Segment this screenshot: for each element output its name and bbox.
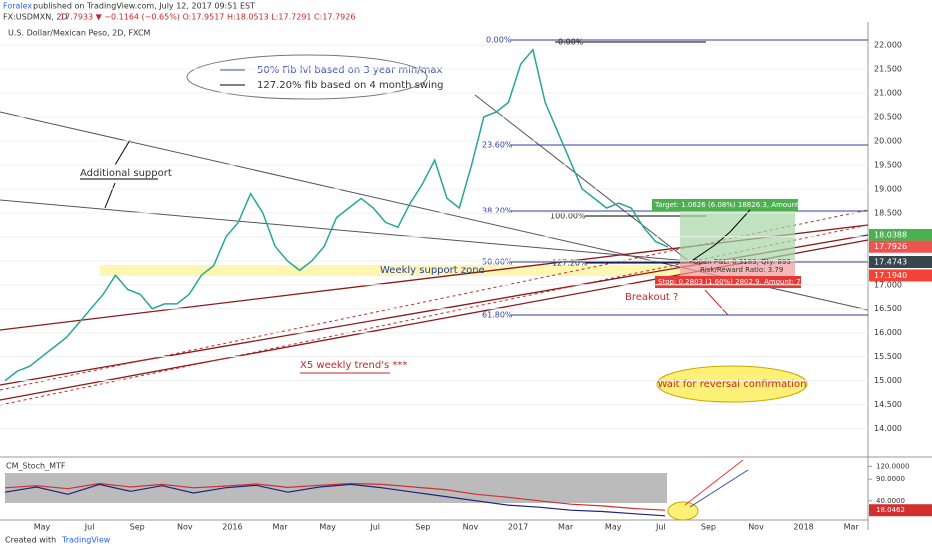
annotation: Weekly support zone bbox=[380, 265, 485, 276]
price-label: 18.0388 bbox=[874, 230, 907, 239]
x-tick-label: 2018 bbox=[793, 523, 813, 532]
stoch-line bbox=[4, 482, 666, 511]
annotation: X5 weekly trend's *** bbox=[300, 360, 407, 371]
last-label-box bbox=[869, 504, 932, 517]
x-tick-label: Mar bbox=[558, 523, 574, 532]
x-tick-label: Jul bbox=[655, 523, 666, 532]
path-arrow bbox=[689, 209, 751, 263]
price-line bbox=[4, 48, 669, 382]
x-tick-label: 2016 bbox=[222, 523, 242, 532]
quote: 17.7933 ▼ −0.1164 (−0.65%) O:17.9517 H:1… bbox=[60, 13, 355, 22]
price-label: 17.1940 bbox=[874, 271, 907, 280]
x-tick-label: Mar bbox=[844, 523, 860, 532]
price-label: 17.7926 bbox=[874, 242, 907, 251]
risk: Risk/Reward Ratio: 3.79 bbox=[700, 266, 783, 274]
pnl: Open P&L: 0.3183, Qty: 893 bbox=[693, 258, 791, 266]
fib-label: 127.20% bbox=[552, 259, 588, 268]
y-tick-label: 20.000 bbox=[874, 136, 902, 145]
arrow bbox=[114, 139, 131, 166]
price-label-box bbox=[869, 256, 932, 269]
price-label: 17.4743 bbox=[874, 258, 907, 267]
published: published on TradingView.com, July 12, 2… bbox=[33, 2, 255, 11]
author: Foralex bbox=[3, 2, 32, 11]
fib-label: 61.80% bbox=[482, 311, 513, 320]
support-zone bbox=[100, 265, 690, 276]
chart-title: U.S. Dollar/Mexican Peso, 2D, FXCM bbox=[8, 29, 151, 38]
x-tick-label: May bbox=[319, 523, 336, 532]
price-label-box bbox=[869, 269, 932, 282]
arrow bbox=[684, 459, 744, 506]
legend-ellipse bbox=[186, 54, 428, 100]
indicator-title: CM_Stoch_MTF bbox=[6, 462, 66, 471]
x-tick-label: Sep bbox=[701, 523, 716, 532]
footer-brand[interactable]: TradingView bbox=[61, 536, 111, 545]
y-tick-label: 18.500 bbox=[874, 208, 902, 217]
y-tick-label: 20.500 bbox=[874, 112, 902, 121]
y-tick-label: 19.000 bbox=[874, 184, 902, 193]
y-tick-label: 19.500 bbox=[874, 160, 902, 169]
x-tick-label: May bbox=[605, 523, 622, 532]
fib-label: 100.00% bbox=[550, 212, 586, 221]
fib-label: 0.00% bbox=[486, 36, 512, 45]
legend-text: 127.20% fib based on 4 month swing bbox=[257, 80, 444, 91]
annotation: Wait for reversal confirmation bbox=[658, 379, 807, 390]
y-tick-label: 21.000 bbox=[874, 88, 902, 97]
y-tick-label: 22.000 bbox=[874, 40, 902, 49]
target-box bbox=[652, 199, 798, 211]
annotation: Breakout ? bbox=[625, 292, 678, 303]
x-tick-label: Jul bbox=[369, 523, 380, 532]
arrow bbox=[704, 289, 729, 316]
y-tick-label: 15.500 bbox=[874, 352, 902, 361]
stoch-band bbox=[5, 473, 667, 503]
arrow bbox=[689, 469, 749, 508]
y-tick-label: 14.500 bbox=[874, 400, 902, 409]
fib-label: 0.00% bbox=[558, 38, 584, 47]
x-tick-label: Nov bbox=[177, 523, 193, 532]
stoch-line bbox=[4, 483, 666, 517]
arrow bbox=[104, 182, 116, 209]
target-text: Target: 1.0626 (6.08%) 18826.3, Amount: … bbox=[654, 201, 832, 209]
y-tick-label: 17.000 bbox=[874, 280, 902, 289]
x-tick-label: Sep bbox=[415, 523, 430, 532]
fib-label: 50.00% bbox=[482, 258, 513, 267]
y-tick-label: 16.500 bbox=[874, 304, 902, 313]
price-label-box bbox=[869, 228, 932, 241]
symbol: FX:USDMXN, 2D bbox=[3, 13, 68, 22]
y-tick-label: 21.500 bbox=[874, 64, 902, 73]
note-ellipse bbox=[656, 365, 808, 403]
fib-label: 23.60% bbox=[482, 141, 513, 150]
footer: Created with bbox=[5, 536, 56, 545]
y-tick-label: 15.000 bbox=[874, 376, 902, 385]
annotation: Additional support bbox=[80, 168, 172, 179]
fib-label: 38.20% bbox=[482, 207, 513, 216]
x-tick-label: Nov bbox=[748, 523, 764, 532]
y-tick-label: 14.000 bbox=[874, 424, 902, 433]
x-tick-label: Nov bbox=[463, 523, 479, 532]
last-label: 18.0462 bbox=[876, 506, 905, 514]
stop-text: Stop: 0.2803 (1.60%) 2802.9, Amount: 750… bbox=[658, 278, 821, 286]
x-tick-label: Jul bbox=[84, 523, 95, 532]
x-tick-label: May bbox=[34, 523, 51, 532]
trendline bbox=[474, 94, 691, 263]
legend-text: 50% Fib lvl based on 3 year min/max bbox=[257, 65, 443, 76]
x-tick-label: Sep bbox=[130, 523, 145, 532]
y-tick-label: 16.000 bbox=[874, 328, 902, 337]
y-tick-label: 120.0000 bbox=[876, 462, 909, 470]
y-tick-label: 90.0000 bbox=[876, 475, 905, 483]
x-tick-label: Mar bbox=[272, 523, 288, 532]
x-tick-label: 2017 bbox=[508, 523, 528, 532]
trendline bbox=[0, 199, 701, 263]
price-label-box bbox=[869, 240, 932, 253]
y-tick-label: 40.0000 bbox=[876, 497, 905, 505]
